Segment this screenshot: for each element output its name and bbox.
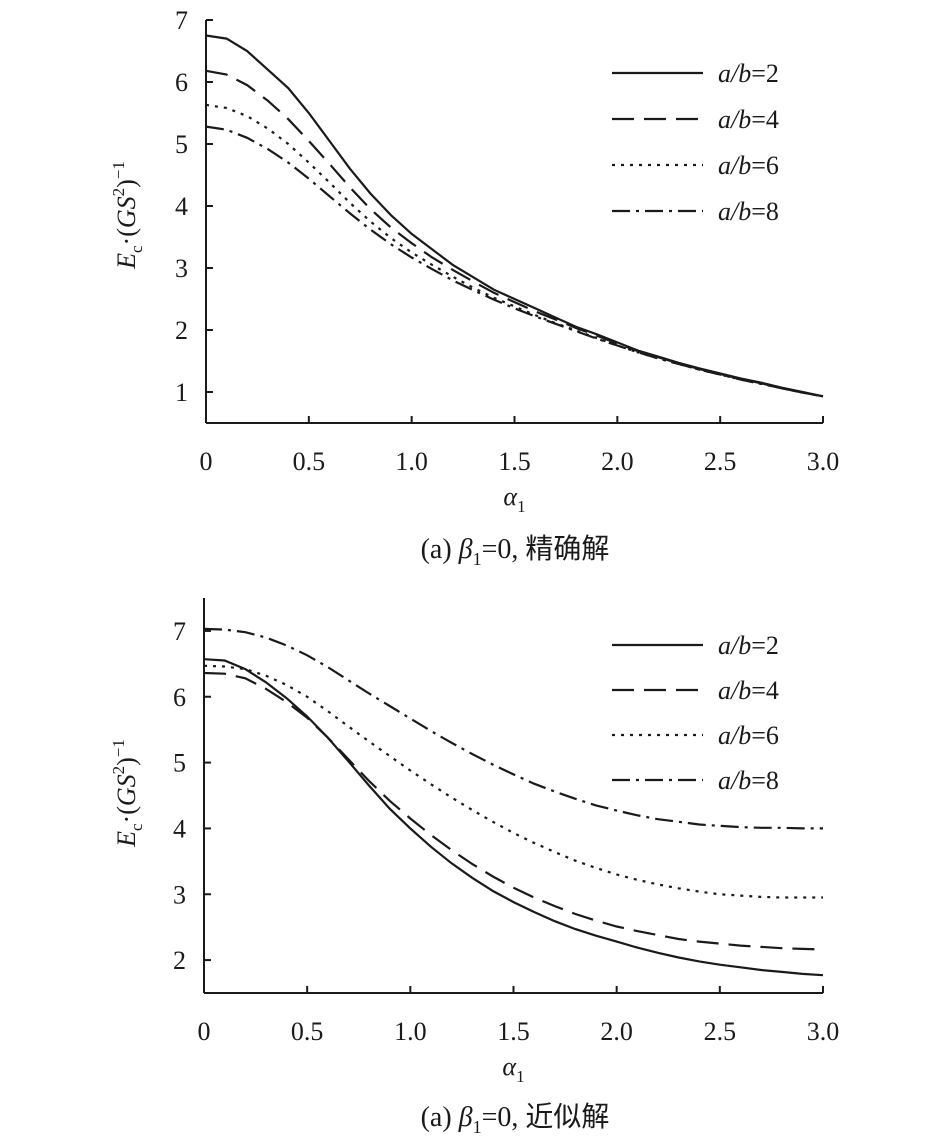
legend-label: a/b=2: [718, 631, 779, 660]
y-tick-label: 5: [175, 130, 188, 159]
y-tick-label: 7: [175, 6, 188, 35]
y-tick-label: 7: [173, 617, 186, 646]
legend-label: a/b=6: [718, 151, 779, 180]
series-line-a-b-8: [203, 627, 823, 830]
y-tick-label: 3: [175, 254, 188, 283]
x-tick-label: 3.0: [807, 447, 840, 476]
x-tick-label: 0: [198, 1017, 211, 1046]
series-line-a-b-6: [205, 103, 824, 398]
x-axis-label: α1: [503, 482, 525, 516]
y-tick-label: 5: [173, 749, 186, 778]
x-tick-label: 2.0: [600, 1017, 633, 1046]
y-tick-label: 2: [175, 316, 188, 345]
x-tick-label: 1.0: [394, 1017, 427, 1046]
x-tick-label: 1.5: [497, 1017, 530, 1046]
legend-label: a/b=2: [718, 59, 779, 88]
x-axis-label: α1: [502, 1052, 524, 1086]
series-line-a-b-8: [205, 125, 824, 398]
figure-caption: (a) β1=0, 近似解: [421, 1101, 610, 1137]
y-axis-label: Ec·(GS2)−1: [109, 161, 146, 270]
y-axis-label: Ec·(GS2)−1: [109, 739, 146, 848]
chart-exact-solution: 0 0.5 1.0 1.5 2.0 2.5 3.01234567a/b=2a/b=4a/b=…: [109, 6, 839, 569]
x-tick-label: 2.5: [704, 1017, 737, 1046]
y-tick-label: 3: [173, 880, 186, 909]
legend-label: a/b=8: [718, 197, 779, 226]
legend-label: a/b=4: [718, 105, 779, 134]
x-tick-label: 3.0: [807, 1017, 840, 1046]
series-line-a-b-6: [203, 664, 823, 899]
series-line-a-b-2: [203, 658, 824, 977]
legend-label: a/b=6: [718, 721, 779, 750]
x-tick-label: 1.0: [395, 447, 428, 476]
y-tick-label: 4: [173, 814, 186, 843]
y-tick-label: 1: [175, 378, 188, 407]
x-tick-label: 2.5: [704, 447, 737, 476]
legend: a/b=2 a/b=4 a/b=6 a/b=8: [612, 59, 779, 226]
legend: a/b=2 a/b=4 a/b=6 a/b=8: [612, 631, 779, 795]
series-line-a-b-4: [203, 671, 824, 951]
y-tick-label: 6: [175, 68, 188, 97]
x-tick-label: 0.5: [291, 1017, 324, 1046]
x-tick-label: 1.5: [498, 447, 531, 476]
chart-approximate-solution: 0 0.5 1.0 1.5 2.0 2.5 3.0 2 3 4 5 6 7 a/b=2 a/b=4 a/b=6…: [109, 598, 839, 1137]
x-tick-label: 2.0: [601, 447, 634, 476]
figure-caption: (a) β1=0, 精确解: [421, 533, 610, 569]
legend-label: a/b=4: [718, 676, 779, 705]
x-tick-label: 0: [200, 447, 213, 476]
y-tick-label: 4: [175, 192, 188, 221]
y-tick-label: 6: [173, 683, 186, 712]
x-tick-label: 0.5: [293, 447, 326, 476]
legend-label: a/b=8: [718, 766, 779, 795]
y-tick-label: 2: [173, 946, 186, 975]
